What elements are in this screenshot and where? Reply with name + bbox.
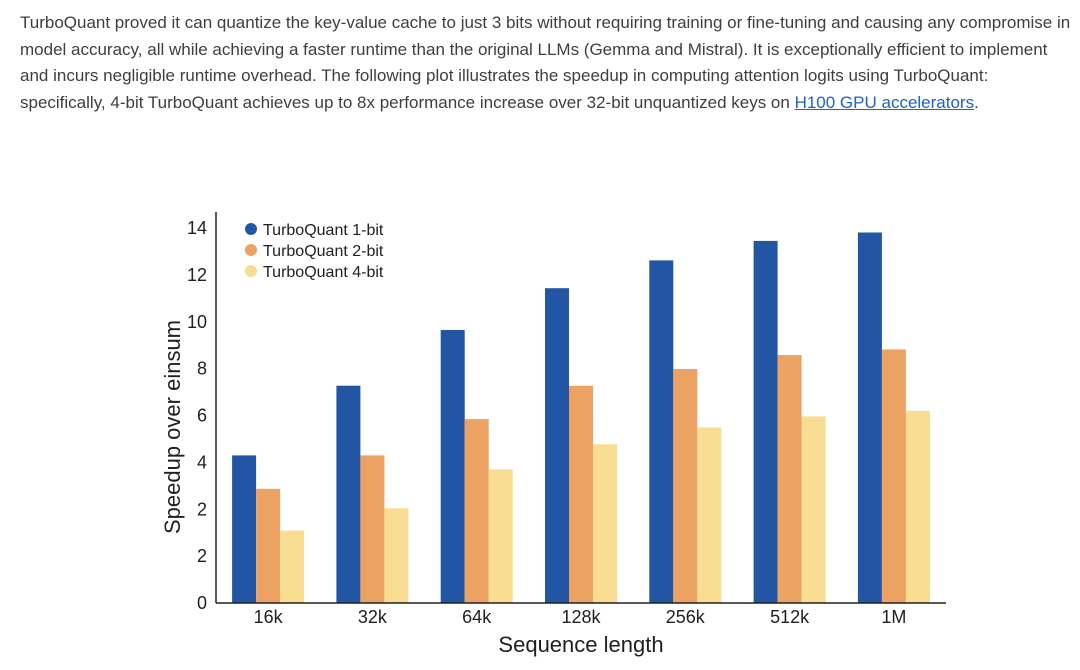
legend-marker (245, 244, 257, 256)
bar-256k-3 (697, 427, 722, 603)
x-axis-label: Sequence length (498, 632, 663, 657)
article-paragraph: TurboQuant proved it can quantize the ke… (20, 10, 1072, 116)
y-tick-label: 2 (197, 499, 207, 519)
bar-128k-3 (593, 444, 617, 603)
bar-16k-3 (280, 530, 305, 603)
y-tick-label: 2 (197, 546, 207, 566)
legend-marker (245, 265, 257, 277)
legend: TurboQuant 1-bit TurboQuant 2-bit TurboQua… (245, 222, 384, 281)
bar-256k-2 (673, 369, 698, 603)
bar-64k-3 (488, 469, 513, 603)
y-tick-label: 12 (187, 265, 207, 285)
bar-1M-2 (881, 349, 906, 603)
bar-128k-2 (569, 385, 593, 603)
x-tick-label: 16k (254, 607, 284, 627)
bar-64k-1 (440, 330, 465, 603)
bar-1M-1 (857, 232, 882, 603)
legend-label: TurboQuant 4-bit (263, 264, 384, 281)
y-axis-ticks: 0 2 2 4 6 8 10 12 14 (187, 218, 207, 613)
y-axis-label: Speedup over einsum (160, 320, 185, 534)
bar-128k-1 (545, 288, 569, 603)
paragraph-text: TurboQuant proved it can quantize the ke… (20, 13, 1071, 112)
paragraph-period: . (974, 92, 979, 112)
x-tick-label: 64k (462, 607, 492, 627)
y-tick-label: 0 (197, 593, 207, 613)
y-tick-label: 14 (187, 218, 207, 238)
bars-group (232, 232, 930, 603)
bar-512k-2 (777, 355, 802, 603)
y-tick-label: 4 (197, 452, 207, 472)
x-tick-label: 32k (358, 607, 388, 627)
y-tick-label: 8 (197, 359, 207, 379)
bar-256k-1 (649, 260, 674, 603)
legend-label: TurboQuant 2-bit (263, 243, 384, 260)
bar-32k-1 (336, 385, 361, 603)
bar-1M-3 (905, 410, 930, 603)
bar-32k-2 (360, 455, 385, 603)
bar-16k-1 (232, 455, 257, 603)
x-tick-label: 128k (561, 607, 601, 627)
x-axis-ticks: 16k 32k 64k 128k 256k 512k 1M (254, 607, 907, 627)
x-tick-label: 256k (666, 607, 706, 627)
legend-label: TurboQuant 1-bit (263, 222, 384, 239)
x-tick-label: 512k (770, 607, 810, 627)
bar-512k-3 (801, 416, 826, 603)
y-tick-label: 10 (187, 312, 207, 332)
x-tick-label: 1M (881, 607, 906, 627)
bar-512k-1 (753, 240, 778, 603)
h100-gpu-link[interactable]: H100 GPU accelerators (794, 92, 975, 112)
y-tick-label: 6 (197, 406, 207, 426)
bar-64k-2 (464, 419, 489, 603)
legend-marker (245, 223, 257, 235)
bar-32k-3 (384, 508, 409, 603)
bar-16k-2 (256, 488, 281, 603)
